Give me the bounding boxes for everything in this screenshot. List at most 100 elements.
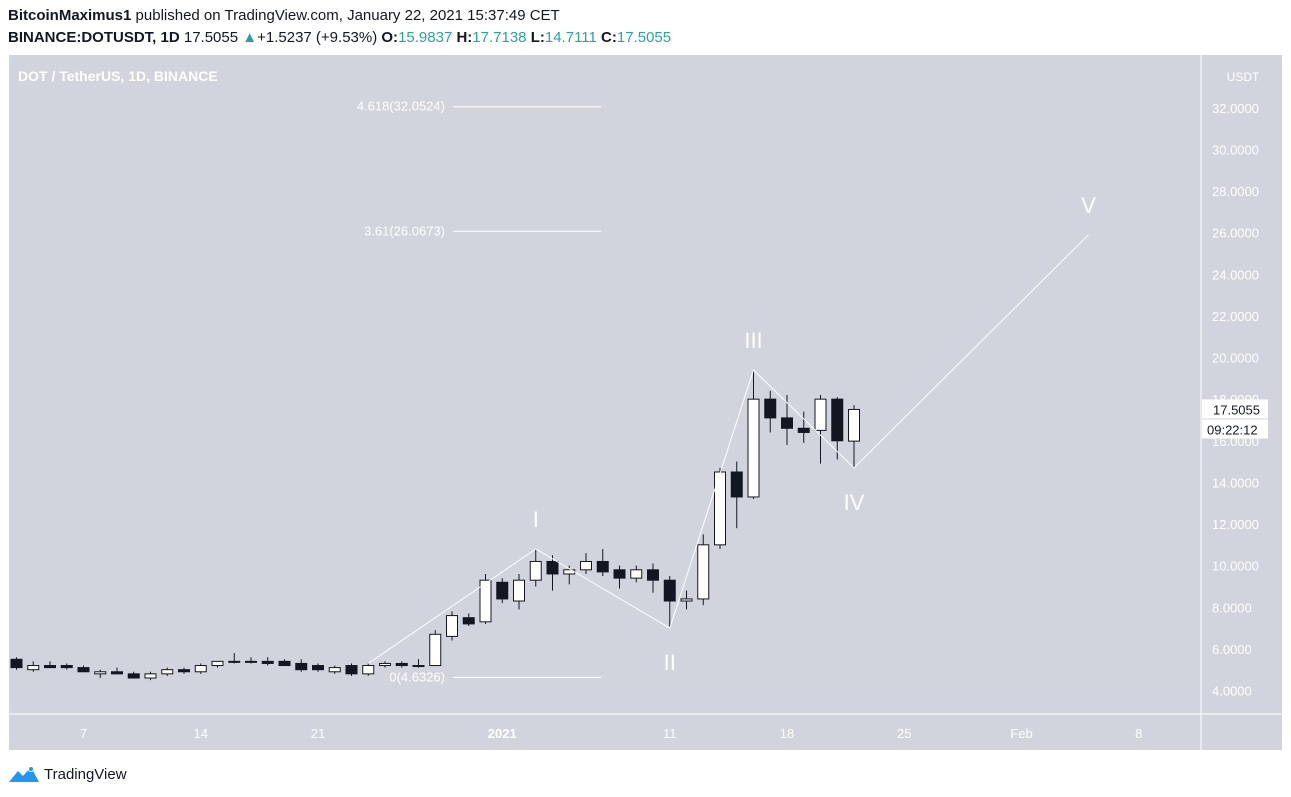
- candle[interactable]: [613, 565, 626, 589]
- candle[interactable]: [328, 665, 341, 674]
- candle-body: [278, 660, 291, 667]
- candle[interactable]: [446, 611, 458, 641]
- chart-title: DOT / TetherUS, 1D, BINANCE: [18, 68, 218, 84]
- candle[interactable]: [714, 467, 726, 549]
- candle-body: [630, 569, 643, 579]
- candle[interactable]: [161, 667, 174, 676]
- price-tick-label: 14.0000: [1212, 475, 1259, 490]
- elliott-wave-path[interactable]: [368, 234, 1089, 664]
- candle[interactable]: [10, 657, 23, 670]
- time-tick-label: 21: [311, 726, 325, 741]
- candle[interactable]: [228, 653, 241, 664]
- price-tick-label: 4.0000: [1212, 684, 1252, 699]
- candle[interactable]: [680, 590, 693, 610]
- candle-body: [44, 665, 56, 669]
- plot-area[interactable]: [9, 55, 1201, 714]
- candle-body: [395, 662, 408, 667]
- candle[interactable]: [496, 578, 509, 604]
- low-value: 14.7111: [544, 29, 597, 46]
- tradingview-brand: TradingView: [44, 765, 127, 783]
- candle-body: [144, 673, 157, 679]
- candle-body: [563, 569, 576, 575]
- currency-label: USDT: [1227, 70, 1260, 84]
- wave-label: IV: [844, 490, 865, 515]
- candle-body: [513, 579, 525, 602]
- price-tick-label: 20.0000: [1212, 351, 1259, 366]
- candle[interactable]: [546, 555, 559, 591]
- time-tick-label: 11: [663, 726, 677, 741]
- wave-label: III: [744, 328, 762, 353]
- time-axis[interactable]: [9, 714, 1282, 750]
- price-chart[interactable]: DOT / TetherUS, 1D, BINANCE USDT 4.618(3…: [0, 55, 1282, 750]
- candle[interactable]: [764, 390, 777, 433]
- candle[interactable]: [144, 671, 157, 681]
- author-name[interactable]: BitcoinMaximus1: [8, 7, 132, 24]
- candle[interactable]: [245, 657, 257, 664]
- candle[interactable]: [831, 397, 844, 460]
- candle[interactable]: [127, 671, 140, 679]
- candle[interactable]: [278, 659, 291, 667]
- candle-body: [613, 569, 626, 579]
- high-label: H:: [456, 29, 473, 46]
- last-price-tag[interactable]: [1202, 399, 1268, 419]
- candle[interactable]: [513, 573, 525, 610]
- time-tick-label: Feb: [1010, 726, 1032, 741]
- candle-body: [663, 579, 676, 602]
- last-price: 17.5055: [183, 29, 239, 46]
- candle-body: [496, 581, 509, 600]
- candle[interactable]: [479, 573, 492, 624]
- candle[interactable]: [379, 661, 391, 668]
- candle-body: [831, 398, 844, 442]
- candle[interactable]: [178, 667, 190, 674]
- candle[interactable]: [77, 665, 90, 673]
- candle-body: [379, 662, 391, 667]
- candle[interactable]: [27, 661, 40, 672]
- price-tick-label: 8.0000: [1212, 600, 1252, 615]
- candle[interactable]: [429, 630, 442, 667]
- candle-body: [697, 544, 710, 600]
- candle[interactable]: [814, 394, 827, 464]
- candle[interactable]: [647, 563, 659, 593]
- candle-body: [111, 671, 123, 675]
- candle[interactable]: [60, 663, 73, 670]
- candle-body: [764, 398, 777, 419]
- candle-body: [312, 665, 324, 671]
- candle[interactable]: [94, 669, 107, 679]
- price-axis[interactable]: [1201, 55, 1282, 714]
- candle-body: [446, 615, 458, 637]
- candle[interactable]: [529, 548, 542, 587]
- candle-body: [228, 660, 241, 663]
- candle[interactable]: [194, 663, 207, 674]
- candle-body: [429, 633, 442, 667]
- candle[interactable]: [261, 657, 274, 666]
- price-tick-label: 30.0000: [1212, 142, 1259, 157]
- candle[interactable]: [797, 411, 810, 443]
- price-tick-label: 10.0000: [1212, 559, 1259, 574]
- candle[interactable]: [412, 659, 425, 668]
- candle[interactable]: [596, 548, 609, 577]
- candle[interactable]: [462, 613, 475, 626]
- price-tick-label: 22.0000: [1212, 309, 1259, 324]
- candle[interactable]: [111, 667, 123, 675]
- candle[interactable]: [345, 663, 358, 676]
- candle[interactable]: [663, 576, 676, 629]
- candle-body: [412, 665, 425, 668]
- candle[interactable]: [747, 370, 760, 500]
- candle[interactable]: [730, 461, 743, 529]
- candle[interactable]: [312, 663, 324, 672]
- candle[interactable]: [295, 659, 308, 672]
- countdown-tag[interactable]: [1202, 419, 1268, 439]
- candle[interactable]: [697, 534, 710, 606]
- candle-body: [178, 669, 190, 673]
- candle[interactable]: [848, 405, 860, 468]
- chart-container[interactable]: DOT / TetherUS, 1D, BINANCE USDT 4.618(3…: [0, 55, 1282, 750]
- candle[interactable]: [395, 661, 408, 668]
- candle[interactable]: [630, 565, 643, 583]
- candle[interactable]: [211, 660, 224, 668]
- candle[interactable]: [362, 663, 375, 676]
- candle[interactable]: [580, 553, 592, 574]
- candle-body: [94, 671, 107, 675]
- tradingview-footer[interactable]: TradingView: [8, 763, 127, 785]
- candle[interactable]: [44, 661, 56, 669]
- candle[interactable]: [781, 394, 793, 445]
